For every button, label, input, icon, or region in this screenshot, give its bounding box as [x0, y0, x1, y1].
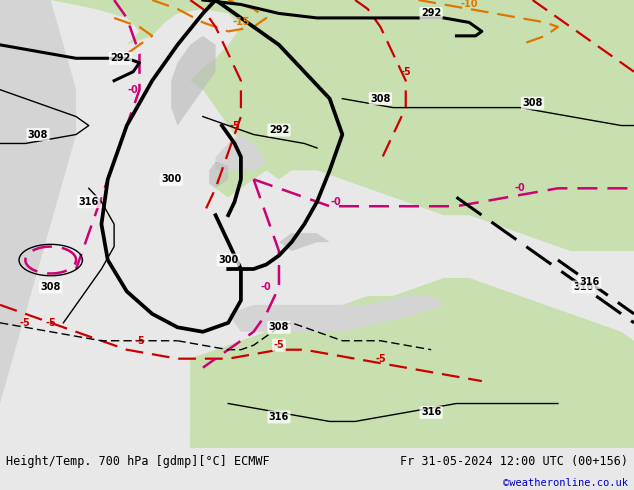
Text: -10: -10: [460, 0, 478, 9]
Text: 292: 292: [421, 8, 441, 19]
Polygon shape: [171, 36, 216, 125]
Text: 308: 308: [41, 282, 61, 292]
Text: 300: 300: [218, 255, 238, 265]
Text: -5: -5: [274, 340, 284, 350]
Text: 316: 316: [269, 412, 289, 422]
Text: 308: 308: [269, 322, 289, 332]
Text: 308: 308: [28, 129, 48, 140]
Text: -5: -5: [46, 318, 56, 328]
Polygon shape: [216, 135, 266, 171]
Polygon shape: [279, 233, 330, 251]
Text: -0: -0: [128, 85, 138, 95]
Text: -15: -15: [232, 18, 250, 27]
Text: 308: 308: [370, 94, 391, 104]
Text: 300: 300: [161, 174, 181, 184]
Text: -5: -5: [401, 67, 411, 77]
Text: -0: -0: [331, 197, 341, 207]
Text: -0: -0: [261, 282, 271, 292]
Text: 292: 292: [110, 53, 131, 63]
Text: -5: -5: [230, 121, 240, 130]
Polygon shape: [190, 386, 634, 448]
Text: 316: 316: [79, 197, 99, 207]
Polygon shape: [0, 0, 76, 448]
Text: 316: 316: [573, 282, 593, 292]
Polygon shape: [0, 0, 634, 251]
Polygon shape: [209, 161, 228, 188]
Text: -5: -5: [375, 354, 385, 364]
Text: -5: -5: [134, 336, 145, 346]
Text: Fr 31-05-2024 12:00 UTC (00+156): Fr 31-05-2024 12:00 UTC (00+156): [399, 455, 628, 468]
Text: -5: -5: [20, 318, 30, 328]
Text: Height/Temp. 700 hPa [gdmp][°C] ECMWF: Height/Temp. 700 hPa [gdmp][°C] ECMWF: [6, 455, 270, 468]
Text: 292: 292: [269, 125, 289, 135]
Polygon shape: [228, 296, 444, 332]
Text: ©weatheronline.co.uk: ©weatheronline.co.uk: [503, 477, 628, 488]
Text: 316: 316: [579, 277, 600, 288]
Text: 308: 308: [522, 98, 543, 108]
Polygon shape: [190, 278, 634, 448]
Text: -0: -0: [515, 183, 525, 194]
Text: 316: 316: [421, 408, 441, 417]
